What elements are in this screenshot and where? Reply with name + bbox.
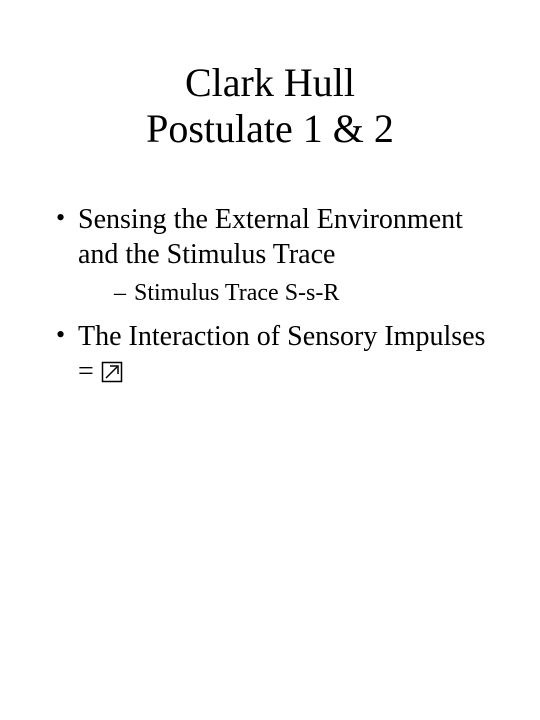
arrow-square-icon xyxy=(101,354,123,389)
bullet-text: Sensing the External Environment and the… xyxy=(78,204,463,270)
title-line-2: Postulate 1 & 2 xyxy=(146,106,394,151)
bullet-item: Sensing the External Environment and the… xyxy=(50,202,490,309)
sub-bullet-item: Stimulus Trace S-s-R xyxy=(78,278,490,309)
slide-title: Clark Hull Postulate 1 & 2 xyxy=(50,60,490,152)
bullet-item: The Interaction of Sensory Impulses = xyxy=(50,319,490,389)
sub-bullet-text: Stimulus Trace S-s-R xyxy=(134,280,339,306)
bullet-list: Sensing the External Environment and the… xyxy=(50,202,490,389)
title-line-1: Clark Hull xyxy=(185,60,355,105)
bullet-text: The Interaction of Sensory Impulses = xyxy=(78,321,485,387)
